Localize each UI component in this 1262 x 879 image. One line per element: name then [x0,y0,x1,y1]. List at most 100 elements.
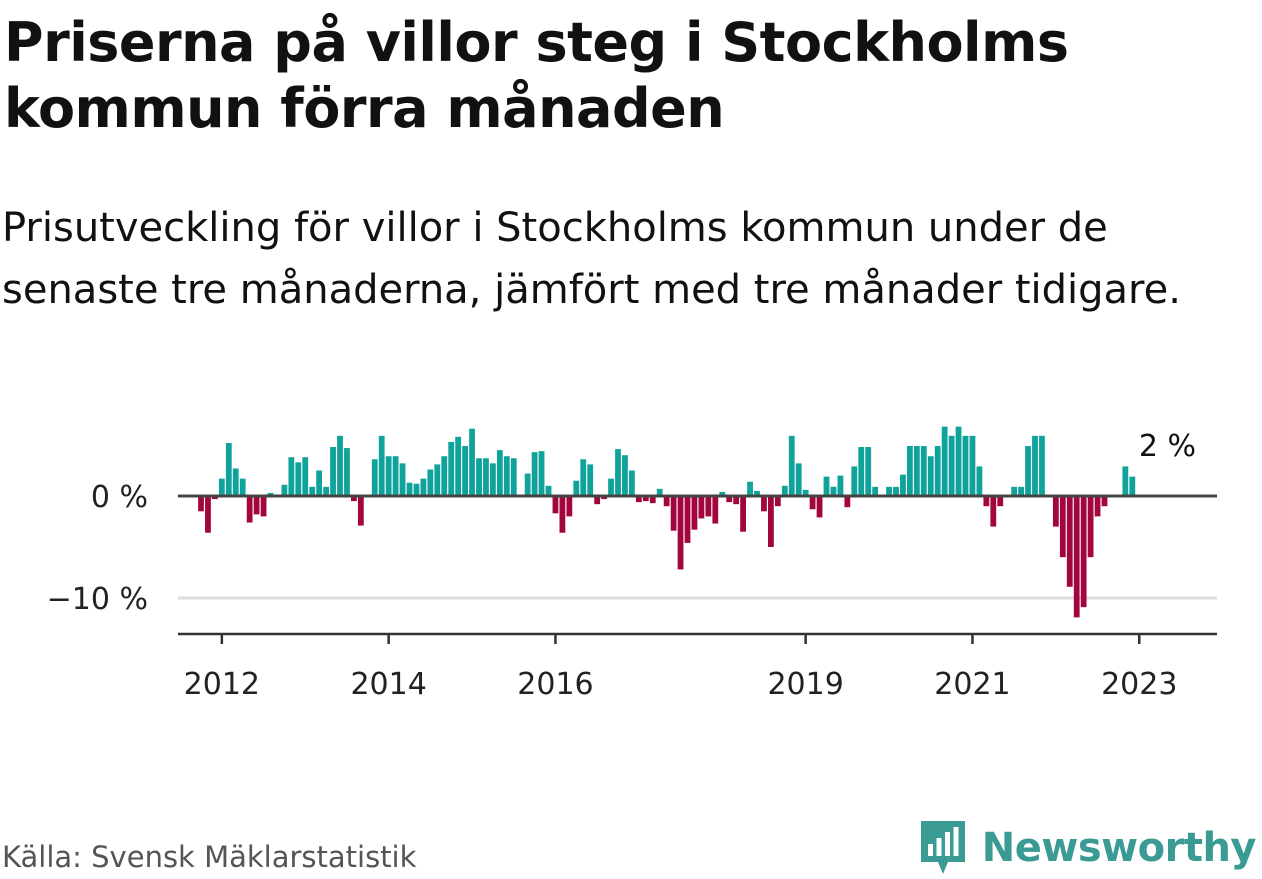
bar [594,496,601,505]
bar [309,486,316,496]
bar [566,496,573,517]
bar [1122,466,1129,496]
bar [510,458,517,496]
bar [1101,496,1108,507]
bar [1025,446,1031,496]
x-tick-label: 2019 [767,667,843,700]
bar [740,496,746,532]
bar [976,466,983,496]
bar-series [198,426,1136,618]
x-tick-label: 2023 [1101,667,1177,700]
bar [246,496,253,523]
bar [684,496,691,543]
bar [601,496,607,500]
bar [719,491,726,496]
bar [212,496,218,500]
bar [642,496,649,502]
bar [913,446,920,496]
bar [218,478,225,496]
bar [1087,496,1094,558]
page-subtitle: Prisutveckling för villor i Stockholms k… [2,205,1181,313]
axes [178,494,1217,644]
bar [483,458,489,496]
bar [865,447,872,496]
bar [1052,496,1059,527]
bar [524,473,531,496]
bar [413,483,420,496]
bar [774,496,781,507]
bar [580,459,587,496]
bar [198,496,204,512]
bar [441,456,448,496]
bar [712,496,719,524]
bar [1032,435,1038,496]
bar [232,468,239,496]
brand-logo[interactable]: Newsworthy [918,818,1257,878]
bar-chart: 0 % −10 % 2012 2014 2016 2019 2021 2023 2 % [47,426,1217,700]
bar [1059,496,1066,558]
bar [851,466,858,496]
bar [406,482,413,496]
bar [768,496,774,547]
bar [635,496,642,503]
bar [448,441,455,496]
bar [302,457,309,496]
bar [1066,496,1073,587]
bar [837,475,844,496]
bar [490,463,496,496]
bar [253,496,260,515]
bar [830,486,837,496]
bar [844,496,851,508]
bar [538,451,545,496]
bar [788,435,795,496]
bar [371,459,378,496]
bar [1129,476,1136,496]
y-tick-label: −10 % [47,582,148,617]
bar [455,436,462,496]
bar [1018,486,1024,496]
newsworthy-logo-icon [920,821,965,874]
x-tick-label: 2012 [184,667,260,700]
bar [559,496,566,533]
bar [823,476,830,496]
bar [399,463,406,496]
bar [427,469,434,496]
bar [503,456,510,496]
bar [656,488,663,496]
bar [496,450,503,496]
bar [629,470,635,496]
bar [392,456,399,496]
bar [872,486,879,496]
bar [1073,496,1080,618]
bar [337,435,343,496]
bar [705,496,712,517]
bar [907,446,913,496]
page-title: Priserna på villor steg i Stockholms kom… [4,11,1069,140]
x-tick-label: 2014 [350,667,426,700]
bar [670,496,677,531]
bar [434,464,441,496]
bar [795,463,802,496]
bar [983,496,990,507]
bar [531,452,538,496]
bar [955,426,962,496]
source-note: Källa: Svensk Mäklarstatistik [2,840,417,874]
bar [761,496,767,512]
bar [663,496,670,507]
bar [886,486,892,496]
bar [622,455,628,496]
bar [677,496,684,570]
bar [385,456,392,496]
bar [323,486,329,496]
bar [357,496,364,526]
bar [469,428,475,496]
bar [1094,496,1101,517]
bar [239,478,246,496]
bar [476,458,482,496]
bar [816,496,823,518]
bar [615,449,621,496]
bar [726,496,733,503]
bar [997,496,1004,507]
x-tick-label: 2016 [517,667,593,700]
bar [1080,496,1087,608]
